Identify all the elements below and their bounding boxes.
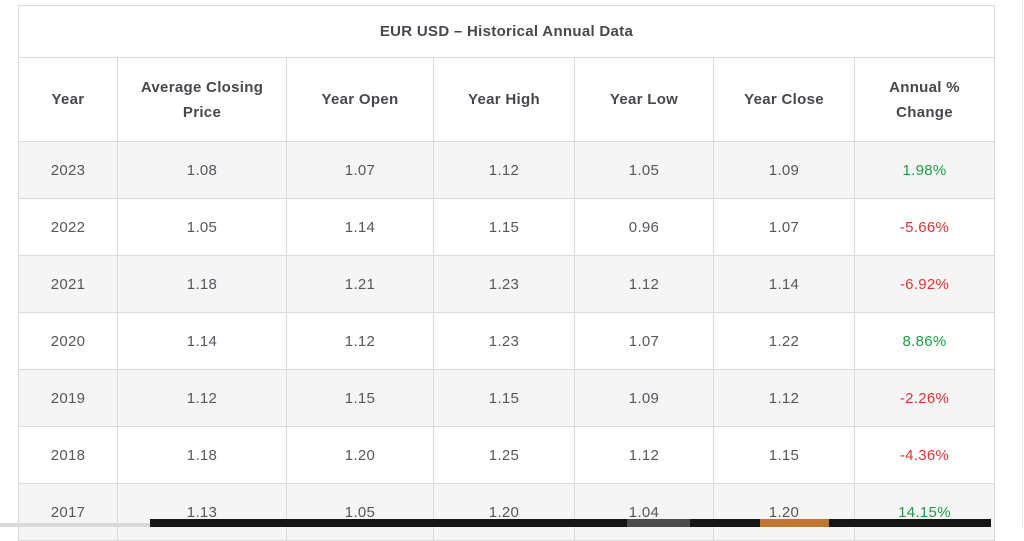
cell-year-open: 1.15 [287, 370, 434, 426]
cell-annual-change: 8.86% [902, 332, 947, 350]
column-header-avg-close: Average Closing Price [118, 58, 287, 141]
table-header-row: Year Average Closing Price Year Open Yea… [19, 57, 994, 141]
cell-year-low: 1.05 [575, 142, 714, 198]
cell-year-high: 1.15 [434, 199, 575, 255]
cell-avg-close: 1.05 [118, 199, 287, 255]
historical-data-table: EUR USD – Historical Annual Data Year Av… [18, 5, 995, 541]
cell-year-close: 1.15 [714, 427, 855, 483]
cell-avg-close: 1.13 [118, 484, 287, 540]
cell-annual-change: -6.92% [899, 275, 950, 293]
cell-year-low: 1.12 [575, 427, 714, 483]
table-title: EUR USD – Historical Annual Data [19, 6, 994, 57]
media-progress-gray-segment [627, 519, 690, 527]
cell-annual-change: 1.98% [902, 161, 947, 179]
column-header-year-high: Year High [434, 58, 575, 141]
cell-annual-change: -2.26% [899, 389, 950, 407]
cell-year: 2023 [19, 142, 118, 198]
cell-year-open: 1.05 [287, 484, 434, 540]
cell-year: 2019 [19, 370, 118, 426]
cell-avg-close: 1.08 [118, 142, 287, 198]
column-header-year-close: Year Close [714, 58, 855, 141]
cell-year-open: 1.14 [287, 199, 434, 255]
cell-year-open: 1.21 [287, 256, 434, 312]
cell-year-low: 1.09 [575, 370, 714, 426]
cell-year: 2020 [19, 313, 118, 369]
table-row: 2023 1.08 1.07 1.12 1.05 1.09 1.98% [19, 141, 994, 198]
cell-year: 2022 [19, 199, 118, 255]
cell-year-high: 1.23 [434, 313, 575, 369]
cell-year-close: 1.20 [714, 484, 855, 540]
table-body: 2023 1.08 1.07 1.12 1.05 1.09 1.98% 2022… [19, 141, 994, 540]
cell-year-low: 1.07 [575, 313, 714, 369]
cell-year-close: 1.07 [714, 199, 855, 255]
cell-year-close: 1.14 [714, 256, 855, 312]
page-right-edge-divider [1022, 0, 1023, 527]
cell-year-high: 1.15 [434, 370, 575, 426]
cell-annual-change: -5.66% [899, 218, 950, 236]
cell-year: 2018 [19, 427, 118, 483]
column-header-year: Year [19, 58, 118, 141]
cell-year-close: 1.09 [714, 142, 855, 198]
cell-annual-change: -4.36% [899, 446, 950, 464]
cell-year-low: 1.04 [575, 484, 714, 540]
cell-year-high: 1.20 [434, 484, 575, 540]
column-header-year-open: Year Open [287, 58, 434, 141]
cell-year-high: 1.12 [434, 142, 575, 198]
table-row: 2020 1.14 1.12 1.23 1.07 1.22 8.86% [19, 312, 994, 369]
cell-avg-close: 1.18 [118, 427, 287, 483]
cell-avg-close: 1.18 [118, 256, 287, 312]
column-header-annual-change: Annual % Change [889, 78, 960, 121]
table-row: 2017 1.13 1.05 1.20 1.04 1.20 14.15% [19, 483, 994, 540]
cell-annual-change: 14.15% [898, 503, 951, 521]
media-progress-buffer-segment [0, 523, 150, 527]
table-row: 2022 1.05 1.14 1.15 0.96 1.07 -5.66% [19, 198, 994, 255]
column-header-year-low: Year Low [575, 58, 714, 141]
cell-year-high: 1.23 [434, 256, 575, 312]
media-progress-played-segment [760, 519, 829, 527]
media-progress-bar[interactable] [150, 519, 991, 527]
cell-year-low: 0.96 [575, 199, 714, 255]
table-row: 2018 1.18 1.20 1.25 1.12 1.15 -4.36% [19, 426, 994, 483]
table-row: 2021 1.18 1.21 1.23 1.12 1.14 -6.92% [19, 255, 994, 312]
cell-year-close: 1.22 [714, 313, 855, 369]
cell-avg-close: 1.14 [118, 313, 287, 369]
cell-year: 2017 [19, 484, 118, 540]
cell-year-open: 1.20 [287, 427, 434, 483]
cell-year-open: 1.12 [287, 313, 434, 369]
cell-avg-close: 1.12 [118, 370, 287, 426]
cell-year-high: 1.25 [434, 427, 575, 483]
cell-year-close: 1.12 [714, 370, 855, 426]
cell-year-open: 1.07 [287, 142, 434, 198]
table-row: 2019 1.12 1.15 1.15 1.09 1.12 -2.26% [19, 369, 994, 426]
cell-year: 2021 [19, 256, 118, 312]
cell-year-low: 1.12 [575, 256, 714, 312]
